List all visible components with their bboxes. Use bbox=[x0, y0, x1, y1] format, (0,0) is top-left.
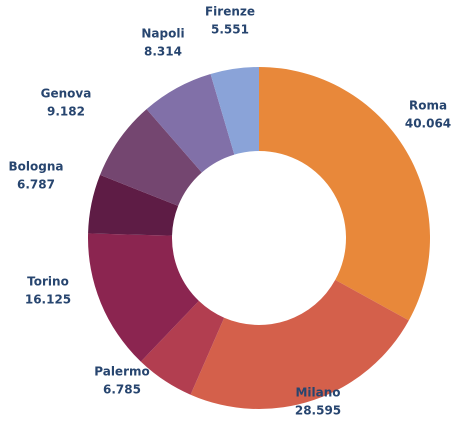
slice-name: Roma bbox=[409, 99, 447, 113]
slice-value: 9.182 bbox=[47, 105, 85, 119]
slice-value: 16.125 bbox=[25, 293, 71, 307]
slice-value: 6.787 bbox=[17, 178, 55, 192]
slice-name: Genova bbox=[41, 87, 92, 101]
slice bbox=[259, 67, 431, 321]
slice-value: 5.551 bbox=[211, 23, 249, 37]
slice bbox=[210, 67, 259, 155]
slice bbox=[190, 279, 409, 409]
slice-name: Napoli bbox=[141, 27, 184, 41]
slice-name: Milano bbox=[295, 386, 340, 400]
slice-value: 6.785 bbox=[103, 383, 141, 397]
slice bbox=[100, 109, 202, 206]
slice-name: Firenze bbox=[205, 5, 255, 19]
slice-value: 40.064 bbox=[405, 117, 451, 131]
slice bbox=[88, 174, 179, 236]
slice bbox=[140, 300, 225, 395]
slice-value: 8.314 bbox=[144, 45, 182, 59]
slice-name: Palermo bbox=[94, 365, 150, 379]
slice bbox=[88, 233, 199, 362]
slice-name: Torino bbox=[27, 275, 69, 289]
slice bbox=[146, 74, 235, 173]
slice-name: Bologna bbox=[9, 160, 64, 174]
slice-value: 28.595 bbox=[295, 404, 341, 418]
